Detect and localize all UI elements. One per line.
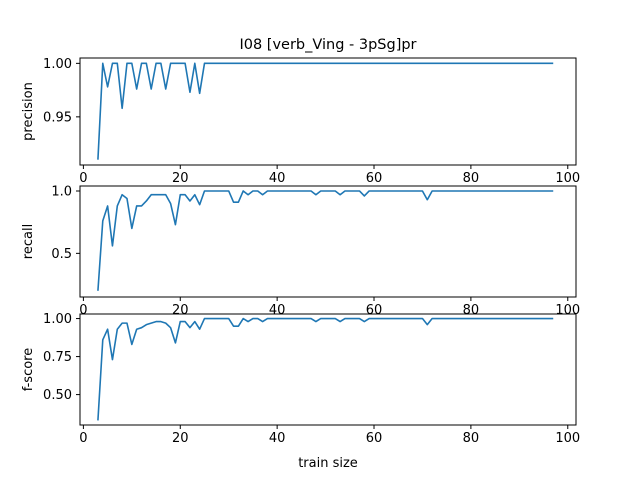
x-axis-label: train size: [298, 456, 358, 471]
x-tick-label: 20: [172, 171, 189, 186]
x-tick-label: 40: [269, 303, 286, 318]
x-tick-label: 0: [79, 303, 87, 318]
y-axis-label: f-score: [21, 348, 36, 392]
chart-title: I08 [verb_Ving - 3pSg]pr: [239, 37, 416, 53]
x-tick-label: 20: [172, 303, 189, 318]
x-tick-label: 40: [269, 171, 286, 186]
x-tick-label: 100: [555, 171, 580, 186]
axes-frame: [79, 313, 577, 426]
axes-frame: [79, 185, 577, 298]
x-tick-label: 0: [79, 431, 87, 446]
x-tick-label: 100: [555, 431, 580, 446]
subplot-precision: 0 20 40 60 80 100 0.95 1.00 precision: [21, 57, 580, 186]
y-axis-label: recall: [21, 224, 36, 259]
x-tick-label: 80: [463, 171, 480, 186]
x-tick-label: 60: [366, 171, 383, 186]
subplot-f-score: 0 20 40 60 80 100 0.50 0.75 1.00 f-score train siz…: [21, 312, 580, 471]
y-tick-label: 0.50: [43, 388, 72, 403]
x-tick-label: 0: [79, 171, 87, 186]
x-tick-label: 20: [172, 431, 189, 446]
y-tick-label: 1.00: [43, 312, 72, 327]
y-tick-label: 1.0: [51, 184, 72, 199]
series-line: [97, 190, 554, 291]
x-tick-label: 60: [366, 303, 383, 318]
y-tick-label: 0.95: [43, 110, 72, 125]
axes-frame: [79, 57, 577, 166]
y-tick-label: 1.00: [43, 57, 72, 72]
series-line: [97, 62, 554, 160]
y-tick-label: 0.75: [43, 350, 72, 365]
x-tick-label: 60: [366, 431, 383, 446]
x-tick-label: 80: [463, 303, 480, 318]
x-tick-label: 40: [269, 431, 286, 446]
y-axis-label: precision: [21, 82, 36, 141]
y-tick-label: 0.5: [51, 247, 72, 262]
series-line: [97, 317, 554, 421]
x-tick-label: 80: [463, 431, 480, 446]
